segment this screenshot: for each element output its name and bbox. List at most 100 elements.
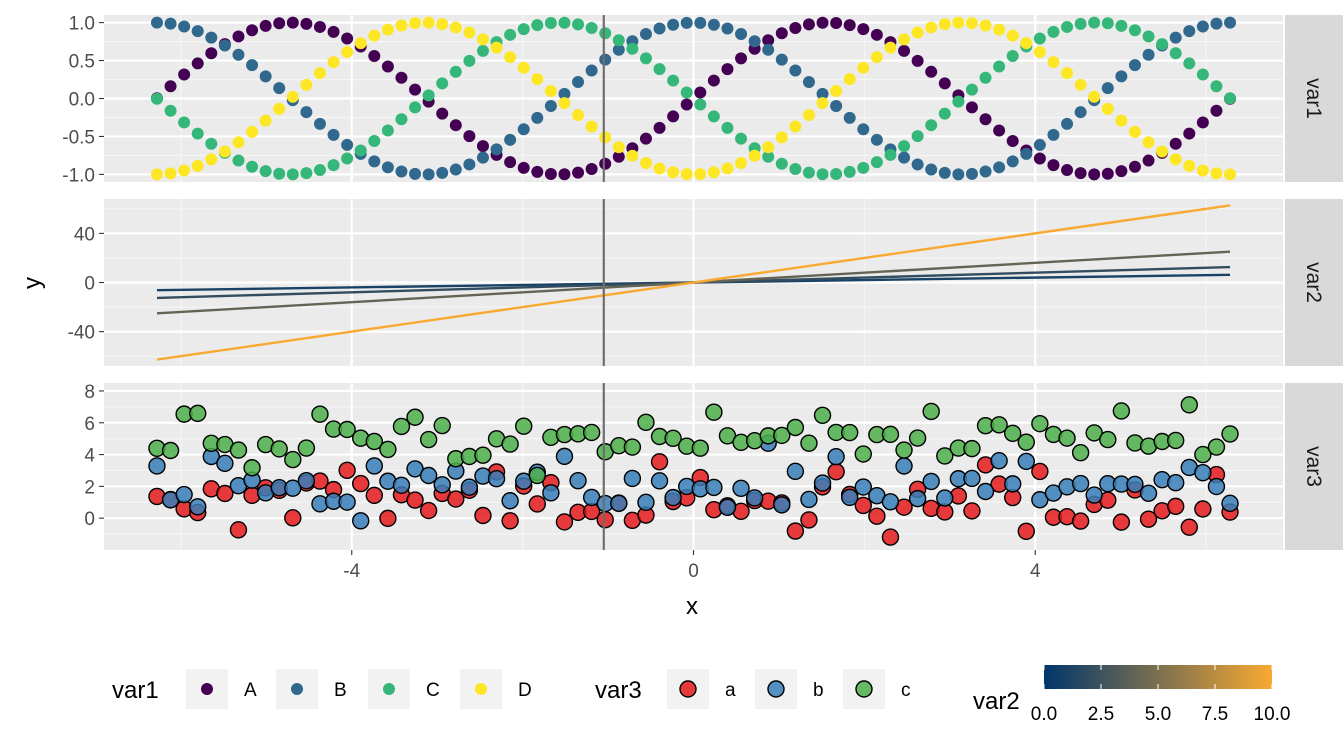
strip-label: var3	[1302, 446, 1325, 487]
legend-key-D	[475, 683, 487, 695]
point-A	[667, 110, 680, 123]
point-C	[463, 54, 476, 67]
point-B	[422, 168, 435, 181]
point-B	[449, 163, 462, 176]
point-B	[490, 143, 503, 156]
point-B	[572, 75, 585, 88]
point-c	[379, 440, 397, 459]
point-b	[718, 498, 737, 516]
point-B	[1047, 128, 1060, 141]
point-c	[922, 402, 940, 421]
point-A	[531, 165, 544, 178]
point-c	[813, 406, 832, 424]
point-B	[558, 87, 571, 100]
point-b	[773, 496, 791, 514]
point-A	[680, 98, 693, 111]
point-C	[449, 65, 462, 78]
point-A	[1006, 135, 1019, 148]
point-a	[216, 484, 234, 503]
point-a	[1166, 497, 1185, 516]
point-B	[436, 166, 449, 179]
point-c	[270, 440, 288, 458]
point-a	[1031, 462, 1049, 481]
point-c	[1017, 433, 1035, 451]
strip-background	[1285, 15, 1343, 182]
point-a	[501, 512, 519, 530]
legend-label-b: b	[813, 680, 824, 701]
point-D	[300, 78, 313, 91]
point-a	[474, 506, 492, 525]
point-c	[311, 405, 329, 423]
point-A	[599, 157, 612, 170]
point-C	[639, 52, 652, 65]
point-a	[555, 513, 574, 531]
point-D	[422, 16, 435, 29]
point-A	[639, 132, 652, 145]
point-c	[229, 441, 248, 459]
point-C	[259, 165, 272, 178]
legend-key-C	[383, 683, 395, 695]
point-C	[327, 159, 340, 172]
y-tick-label: 0	[84, 509, 95, 530]
point-c	[365, 432, 383, 451]
point-B	[1224, 16, 1237, 29]
point-D	[1210, 167, 1223, 180]
point-C	[735, 132, 748, 145]
point-a	[1071, 512, 1090, 530]
point-c	[1058, 429, 1076, 447]
point-B	[965, 167, 978, 180]
point-B	[816, 87, 829, 100]
point-D	[748, 149, 761, 162]
point-A	[1033, 152, 1046, 165]
point-C	[898, 140, 911, 153]
point-B	[925, 163, 938, 176]
colorbar-tick-label: 7.5	[1202, 704, 1228, 725]
point-C	[1074, 17, 1087, 30]
point-C	[273, 167, 286, 180]
point-b	[800, 490, 818, 509]
point-D	[368, 29, 381, 42]
point-C	[531, 19, 544, 32]
point-C	[612, 34, 625, 47]
point-b	[365, 457, 383, 475]
strip-background	[1285, 199, 1343, 366]
point-D	[490, 41, 503, 54]
point-C	[422, 89, 435, 102]
point-A	[476, 140, 489, 153]
point-A	[463, 130, 476, 143]
point-A	[735, 52, 748, 65]
point-A	[1210, 104, 1223, 117]
point-B	[178, 20, 191, 33]
point-D	[911, 26, 924, 39]
point-A	[612, 150, 625, 163]
point-A	[1169, 137, 1182, 150]
point-D	[884, 41, 897, 54]
point-C	[870, 156, 883, 169]
point-A	[381, 60, 394, 73]
point-A	[830, 16, 843, 29]
point-D	[259, 114, 272, 127]
point-D	[409, 17, 422, 30]
point-c	[189, 404, 207, 423]
point-c	[1166, 431, 1185, 450]
point-C	[789, 163, 802, 176]
point-b	[542, 484, 560, 502]
point-B	[1115, 70, 1128, 83]
point-C	[938, 107, 951, 120]
point-c	[284, 450, 302, 469]
point-A	[721, 63, 734, 76]
point-a	[1112, 513, 1131, 531]
point-D	[164, 167, 177, 180]
point-A	[259, 19, 272, 32]
point-c	[1207, 438, 1226, 456]
point-C	[653, 63, 666, 76]
point-B	[748, 35, 761, 48]
point-B	[802, 75, 815, 88]
point-D	[273, 102, 286, 115]
point-B	[531, 111, 544, 124]
point-C	[1196, 68, 1209, 81]
point-A	[1115, 165, 1128, 178]
point-a	[868, 507, 886, 525]
point-A	[843, 19, 856, 32]
point-B	[911, 158, 924, 171]
